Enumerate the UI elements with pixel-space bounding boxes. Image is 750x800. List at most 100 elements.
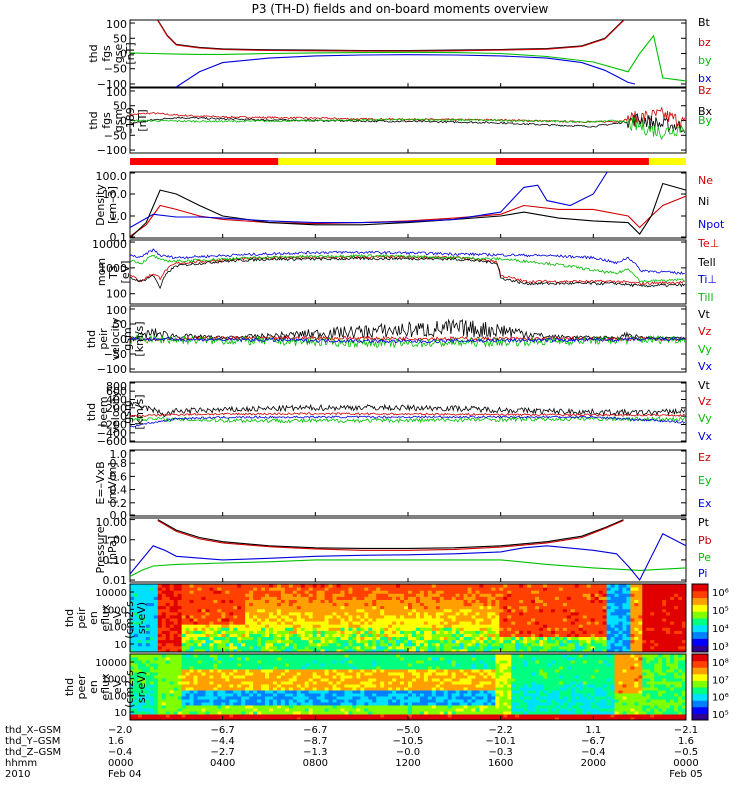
spec-cell xyxy=(336,630,341,634)
spec-cell xyxy=(471,611,477,616)
spec-cell xyxy=(400,681,405,685)
spec-cell xyxy=(253,702,258,706)
spec-cell xyxy=(419,605,425,610)
spec-cell xyxy=(201,605,206,610)
spec-cell xyxy=(380,684,385,688)
spec-cell xyxy=(376,714,381,718)
spec-cell xyxy=(543,633,548,638)
spec-cell xyxy=(161,657,167,661)
spec-cell xyxy=(634,587,639,591)
spec-cell xyxy=(221,584,226,588)
spec-cell xyxy=(320,684,326,688)
spec-cell xyxy=(380,599,385,604)
spec-cell xyxy=(372,654,377,658)
spec-cell xyxy=(622,630,627,634)
spec-cell xyxy=(646,596,651,600)
spec-cell xyxy=(527,587,532,591)
spec-cell xyxy=(280,684,286,688)
spec-cell xyxy=(467,642,473,647)
spec-cell xyxy=(304,699,310,703)
series-fgs-gsm-Bx xyxy=(129,113,686,134)
spec-cell xyxy=(253,605,258,610)
spec-cell xyxy=(217,675,222,679)
spec-cell xyxy=(149,669,155,673)
spec-cell xyxy=(415,584,421,588)
spec-cell xyxy=(157,690,163,694)
spec-cell xyxy=(233,657,238,661)
spec-cell xyxy=(233,587,238,591)
spec-cell xyxy=(400,663,405,667)
spec-cell xyxy=(336,621,341,625)
spec-cell xyxy=(396,678,401,682)
spec-cell xyxy=(177,596,183,600)
spec-cell xyxy=(666,611,671,616)
spec-cell xyxy=(519,590,524,594)
spec-cell xyxy=(276,584,282,588)
spec-cell xyxy=(594,602,600,607)
spec-cell xyxy=(662,611,667,616)
spec-cell xyxy=(507,593,512,597)
spec-cell xyxy=(292,717,298,721)
spec-cell xyxy=(411,590,417,594)
spec-cell xyxy=(439,648,445,653)
spec-cell xyxy=(495,630,500,634)
spec-cell xyxy=(523,596,528,600)
spec-cell xyxy=(408,690,413,694)
spec-cell xyxy=(447,611,453,616)
spec-cell xyxy=(292,630,298,634)
series-fgs-gse-bx xyxy=(175,54,636,88)
spec-cell xyxy=(356,633,361,638)
spec-cell xyxy=(201,675,206,679)
spec-cell xyxy=(547,636,552,641)
spec-cell xyxy=(304,717,310,721)
spec-cell xyxy=(562,608,568,613)
spec-cell xyxy=(253,636,258,641)
spec-cell xyxy=(233,693,238,697)
spec-cell xyxy=(594,621,600,625)
spec-cell xyxy=(423,621,429,625)
spec-cell xyxy=(531,648,536,653)
spec-cell xyxy=(336,660,341,664)
spec-cell xyxy=(145,675,151,679)
spec-cell xyxy=(415,627,421,631)
spec-cell xyxy=(304,621,310,625)
spec-cell xyxy=(181,678,187,682)
spec-cell xyxy=(233,708,238,712)
spec-cell xyxy=(618,584,623,588)
spec-cell xyxy=(630,630,635,634)
spec-cell xyxy=(356,669,361,673)
spec-cell xyxy=(610,605,616,610)
spec-cell xyxy=(570,584,576,588)
spec-cell xyxy=(145,714,151,718)
spec-cell xyxy=(233,705,238,709)
spec-cell xyxy=(265,672,270,676)
spec-cell xyxy=(280,587,286,591)
spec-cell xyxy=(364,696,369,700)
spec-cell xyxy=(161,717,167,721)
spec-cell xyxy=(400,593,405,597)
spec-cell xyxy=(634,608,639,613)
spec-cell xyxy=(141,708,147,712)
spec-cell xyxy=(177,611,183,616)
spec-cell xyxy=(201,602,206,607)
spec-cell xyxy=(662,584,667,588)
spec-cell xyxy=(241,657,246,661)
spec-cell xyxy=(678,624,683,628)
spec-cell xyxy=(328,678,334,682)
spec-cell xyxy=(312,699,318,703)
spec-cell xyxy=(233,605,238,610)
spec-cell xyxy=(189,602,195,607)
spec-cell xyxy=(253,705,258,709)
spec-cell xyxy=(292,605,298,610)
spec-cell xyxy=(141,675,147,679)
spec-cell xyxy=(201,693,206,697)
spec-cell xyxy=(225,711,230,715)
spec-cell xyxy=(312,672,318,676)
spec-cell xyxy=(415,599,421,604)
spec-cell xyxy=(376,654,381,658)
legend-Vt: Vt xyxy=(698,308,711,321)
spec-cell xyxy=(284,693,290,697)
spec-cell xyxy=(193,711,199,715)
spec-cell xyxy=(145,584,151,588)
y-axis-label: thd xyxy=(87,111,100,129)
